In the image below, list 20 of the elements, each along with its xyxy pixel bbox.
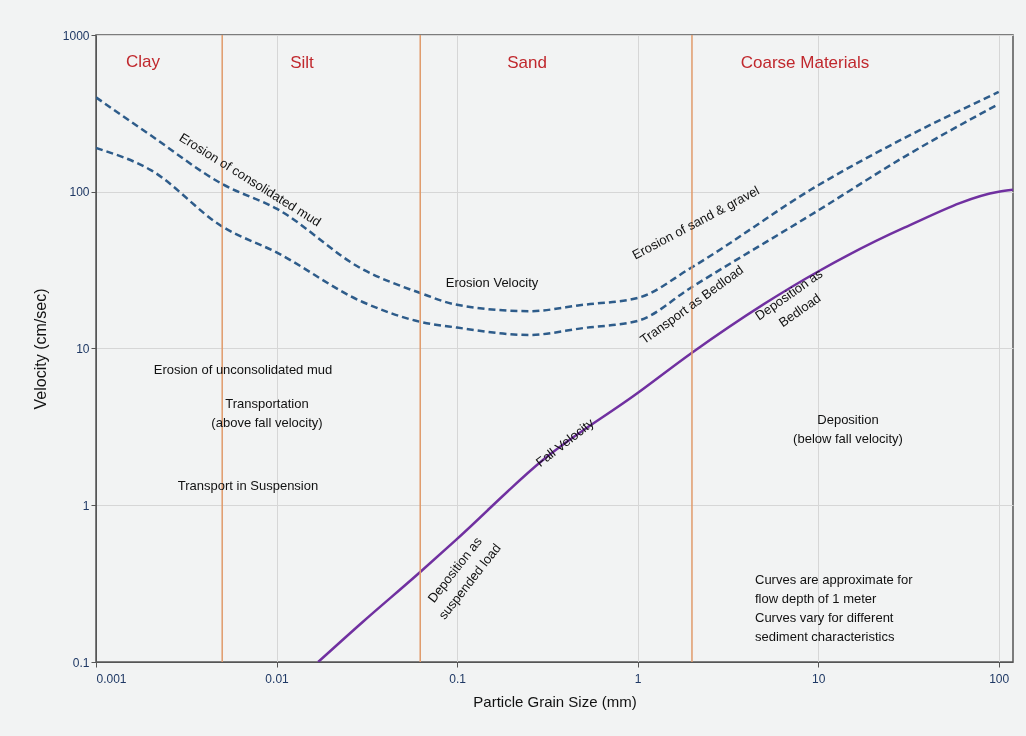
x-tick-label: 1 [634, 671, 642, 686]
annotation: Coarse Materials [740, 53, 870, 72]
x-tick-label: 10 [811, 671, 826, 686]
annotation: Erosion Velocity [445, 275, 539, 290]
y-tick-label: 10 [76, 342, 90, 356]
annotation: Sand [507, 53, 547, 72]
y-tick-label: 1 [82, 498, 90, 513]
x-tick-label: 100 [989, 671, 1010, 686]
annotation: Deposition (below fall velocity) [793, 412, 903, 446]
annotation: Curves are approximate for flow depth of 1 meter Curves vary for different sediment characteristics [755, 572, 914, 644]
x-tick-label: 0.01 [265, 671, 290, 686]
y-tick-label: 1000 [62, 28, 90, 43]
annotation: Clay [125, 52, 161, 71]
y-axis-title: Velocity (cm/sec) [31, 288, 49, 410]
x-tick-label: 0.1 [449, 671, 467, 686]
x-axis-title: Particle Grain Size (mm) [473, 692, 637, 710]
x-tick-label: 0.001 [96, 671, 127, 686]
annotation: Silt [290, 53, 315, 72]
y-tick-label: 0.1 [72, 655, 90, 670]
y-tick-label: 100 [69, 185, 90, 200]
